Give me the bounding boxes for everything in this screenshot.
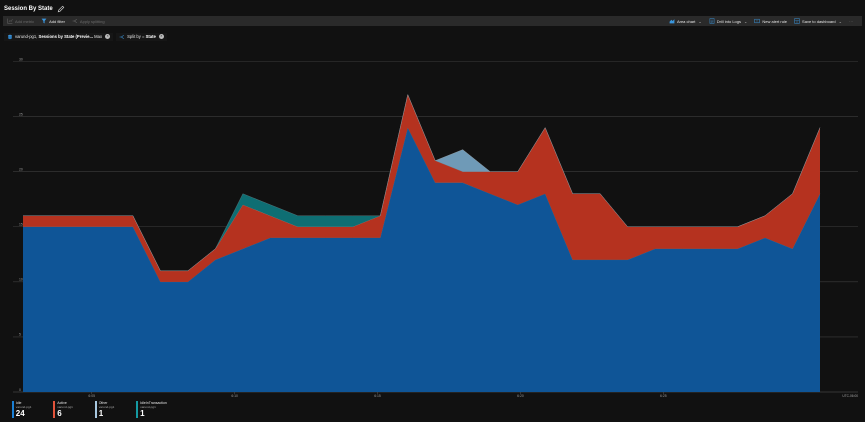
save-to-dashboard-label: Save to dashboard (802, 18, 836, 24)
timezone-label: UTC-06:00 (842, 394, 858, 398)
logs-icon (709, 18, 715, 24)
legend-value: 6 (57, 409, 62, 418)
more-options-button[interactable]: ⋯ (849, 19, 853, 24)
save-to-dashboard-button[interactable]: Save to dashboard ⌄ (794, 18, 842, 24)
chart-type-label: Area chart (676, 18, 696, 24)
metric-aggregation: Max (94, 34, 103, 39)
y-tick-label: 5 (19, 333, 21, 337)
new-alert-rule-label: New alert rule (762, 18, 788, 24)
legend-resource: varund-pg1 (140, 405, 156, 409)
chevron-down-icon: ⌄ (838, 18, 842, 24)
drill-logs-dropdown[interactable]: Drill into Logs ⌄ (709, 18, 748, 24)
metric-name: Sessions by State (Previe... (38, 34, 93, 39)
y-tick-label: 10 (19, 278, 23, 282)
legend-resource: varund-pg1 (15, 405, 32, 409)
add-metric-button[interactable]: Add metric (7, 18, 34, 24)
legend-value: 1 (98, 409, 104, 418)
legend-name: Other (98, 401, 108, 405)
x-tick-label: 6:25 (660, 394, 667, 398)
area-chart-icon (669, 19, 675, 24)
legend-value: 24 (15, 409, 25, 418)
legend-text: IdleInTransaction varund-pg1 1 (140, 401, 167, 418)
legend-text: Idle varund-pg1 24 (16, 401, 32, 418)
apply-splitting-button[interactable]: Apply splitting (72, 18, 105, 24)
legend-text: Active varund-pg1 6 (57, 401, 73, 418)
legend-text: Other varund-pg1 1 (99, 401, 115, 418)
legend-resource: varund-pg1 (98, 405, 115, 409)
remove-split-icon[interactable]: × (158, 34, 164, 39)
split-prefix: Split by = (127, 34, 145, 39)
legend-item-idle[interactable]: Idle varund-pg1 24 (12, 401, 31, 418)
y-tick-label: 15 (19, 223, 23, 227)
split-icon (72, 18, 77, 24)
split-pill[interactable]: Split by = State × (116, 32, 167, 41)
legend-swatch (94, 401, 97, 418)
x-tick-label: 6:10 (231, 394, 238, 398)
y-tick-label: 25 (19, 112, 23, 116)
area-chart[interactable]: 0 5 10 15 20 25 30 6:05 6:10 6:15 6:20 6:25 (0, 56, 865, 401)
new-alert-rule-button[interactable]: New alert rule (754, 18, 787, 24)
split-value: State (145, 34, 156, 39)
title-bar: Session By State (4, 3, 65, 15)
legend-swatch (12, 401, 14, 418)
legend-name: Idle (15, 401, 22, 405)
add-filter-button[interactable]: Add filter (41, 18, 65, 24)
chart-legend: Idle varund-pg1 24 Active varund-pg1 6 Other va… (12, 401, 189, 418)
legend-resource: varund-pg1 (57, 405, 73, 409)
metric-pill[interactable]: varund-pg1, Sessions by State (Previe...… (4, 32, 114, 41)
legend-item-other[interactable]: Other varund-pg1 1 (94, 401, 115, 418)
more-icon: ⋯ (849, 18, 853, 24)
x-tick-label: 6:05 (88, 394, 95, 398)
x-tick-label: 6:20 (517, 394, 524, 398)
filter-icon (41, 18, 47, 24)
split-icon (119, 34, 125, 39)
chart-type-dropdown[interactable]: Area chart ⌄ (669, 18, 702, 24)
legend-swatch (136, 401, 139, 418)
metric-selector-bar: varund-pg1, Sessions by State (Previe...… (4, 32, 170, 41)
x-tick-label: 6:15 (374, 394, 381, 398)
pencil-icon[interactable] (57, 5, 65, 13)
dashboard-icon (794, 18, 800, 24)
legend-item-active[interactable]: Active varund-pg1 6 (53, 401, 73, 418)
drill-logs-label: Drill into Logs (716, 18, 741, 24)
y-tick-label: 20 (19, 167, 23, 171)
series-area-idle[interactable] (23, 127, 820, 392)
remove-metric-icon[interactable]: × (105, 34, 111, 39)
legend-item-idleintransaction[interactable]: IdleInTransaction varund-pg1 1 (136, 401, 167, 418)
y-tick-label: 0 (19, 388, 21, 392)
legend-value: 1 (140, 409, 145, 418)
add-filter-label: Add filter (49, 18, 65, 24)
y-tick-label: 30 (19, 57, 23, 61)
legend-name: IdleInTransaction (140, 401, 167, 405)
series-area-active[interactable] (23, 94, 820, 282)
chart-toolbar: Add metric Add filter Apply splitting Ar… (3, 16, 862, 26)
add-metric-label: Add metric (15, 18, 35, 24)
postgres-icon (8, 34, 12, 39)
chevron-down-icon: ⌄ (698, 18, 702, 24)
add-metric-icon (7, 18, 13, 24)
legend-swatch (53, 401, 56, 418)
legend-name: Active (57, 401, 67, 405)
metric-resource: varund-pg1, (15, 34, 38, 39)
page-title: Session By State (4, 6, 53, 12)
series-line-idleintransaction (23, 93, 821, 271)
chevron-down-icon: ⌄ (744, 18, 748, 24)
apply-splitting-label: Apply splitting (79, 18, 105, 24)
alert-icon (754, 18, 760, 24)
